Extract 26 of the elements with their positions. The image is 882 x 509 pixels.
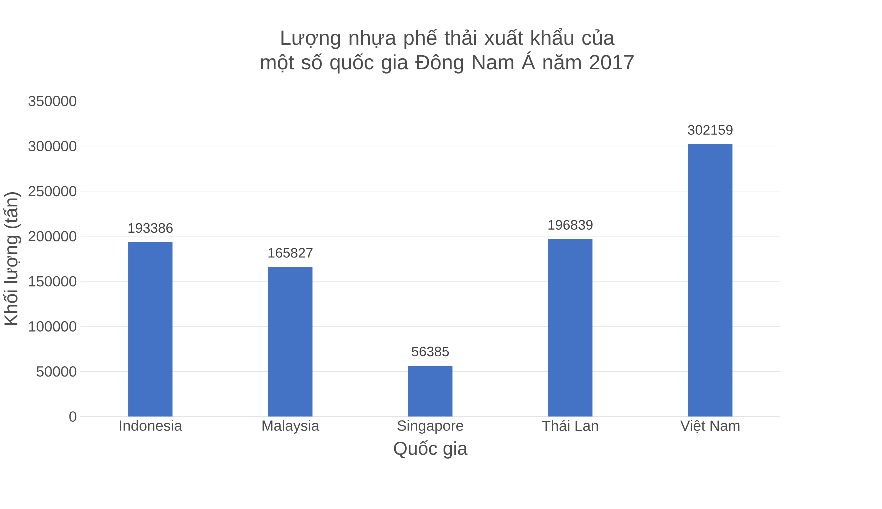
x-tick-label: Việt Nam (680, 420, 740, 434)
data-label: 56385 (412, 346, 450, 357)
data-label: 193386 (128, 223, 173, 233)
y-tick-label: 350000 (28, 96, 77, 106)
data-label: 302159 (688, 125, 733, 135)
bar (268, 267, 313, 417)
y-tick-label: 0 (70, 412, 77, 422)
bar (548, 239, 593, 417)
y-tick-label: 250000 (28, 186, 77, 196)
x-tick-label: Indonesia (120, 420, 182, 431)
x-tick-label: Malaysia (262, 420, 320, 434)
y-axis-title: Khối lượng (tấn) (3, 192, 22, 326)
y-tick-label: 50000 (36, 366, 77, 377)
bar (128, 242, 173, 417)
y-tick-label: 100000 (29, 321, 77, 332)
chart-title: Lượng nhựa phế thải xuất khẩu của một số quốc gia Đông Nam Á năm 2017 (261, 28, 634, 74)
bar (408, 366, 453, 417)
x-tick-label: Singapore (398, 420, 464, 434)
y-tick-label: 150000 (29, 276, 77, 287)
y-tick-label: 200000 (28, 231, 77, 242)
data-label: 165827 (268, 248, 313, 258)
y-tick-label: 300000 (28, 141, 77, 152)
x-axis-title: Quốc gia (394, 440, 468, 459)
data-label: 196839 (548, 220, 593, 230)
x-tick-label: Thái Lan (542, 420, 598, 432)
bar (688, 144, 733, 417)
